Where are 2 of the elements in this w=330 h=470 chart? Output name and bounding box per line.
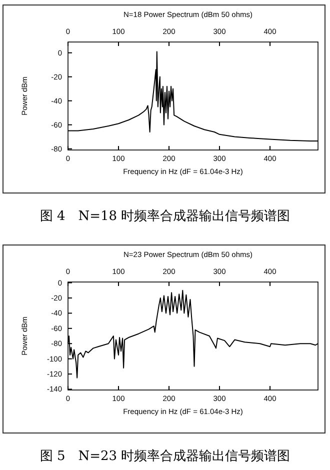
caption: 图 5 N=23 时频率合成器输出信号频谱图 (40, 448, 290, 464)
caption: 图 4 N=18 时频率合成器输出信号频谱图 (40, 208, 290, 224)
